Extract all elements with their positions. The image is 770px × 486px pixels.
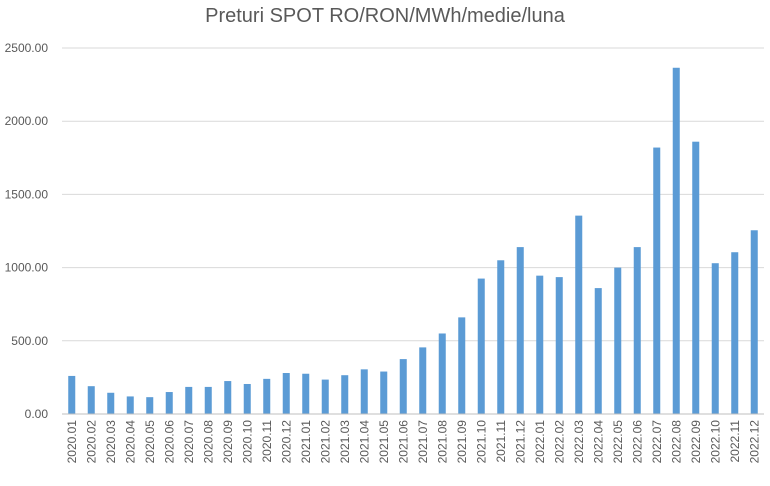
x-tick-label: 2020.09	[221, 420, 235, 464]
y-tick-label: 1000.00	[5, 261, 49, 275]
bar	[731, 252, 739, 414]
bar	[555, 277, 563, 414]
bar	[614, 267, 622, 414]
x-tick-label: 2022.06	[630, 420, 644, 464]
bar	[750, 230, 758, 414]
x-tick-label: 2021.07	[416, 420, 430, 464]
x-tick-label: 2021.01	[299, 420, 313, 464]
x-tick-label: 2022.01	[533, 420, 547, 464]
y-tick-label: 1500.00	[5, 187, 49, 201]
bar	[243, 383, 251, 414]
bar	[419, 347, 427, 414]
x-tick-label: 2022.05	[611, 420, 625, 464]
bar	[575, 215, 583, 414]
x-tick-label: 2022.12	[747, 420, 761, 464]
bar	[380, 371, 388, 414]
x-tick-label: 2022.10	[708, 420, 722, 464]
bars	[68, 67, 758, 415]
x-tick-label: 2020.12	[279, 420, 293, 464]
x-tick-label: 2021.03	[338, 420, 352, 464]
x-tick-label: 2020.03	[104, 420, 118, 464]
x-tick-label: 2021.06	[396, 420, 410, 464]
bar	[126, 396, 134, 414]
x-tick-label: 2020.11	[260, 420, 274, 463]
bar	[224, 381, 232, 414]
bar	[87, 386, 95, 414]
x-tick-label: 2020.01	[65, 420, 79, 464]
y-tick-label: 500.00	[11, 334, 48, 348]
x-tick-label: 2020.05	[143, 420, 157, 464]
y-tick-label: 0.00	[25, 407, 49, 421]
x-tick-label: 2020.04	[123, 420, 137, 464]
x-tick-label: 2021.05	[377, 420, 391, 464]
bar	[165, 392, 173, 414]
bar	[711, 263, 719, 414]
y-tick-label: 2000.00	[5, 114, 49, 128]
bar	[146, 397, 154, 414]
x-tick-label: 2020.02	[84, 420, 98, 464]
x-tick-label: 2022.09	[689, 420, 703, 464]
x-tick-label: 2021.09	[455, 420, 469, 464]
x-axis-ticks: 2020.01 2020.02 2020.03 2020.04 2020.05 2020.…	[65, 420, 762, 464]
x-tick-label: 2021.10	[474, 420, 488, 464]
x-tick-label: 2022.03	[572, 420, 586, 464]
bar	[653, 147, 661, 414]
bar	[672, 67, 680, 414]
bar	[263, 378, 271, 414]
x-tick-label: 2022.04	[591, 420, 605, 464]
bar	[399, 359, 407, 414]
chart-title: Preturi SPOT RO/RON/MWh/medie/luna	[205, 5, 566, 27]
bar	[360, 369, 368, 414]
bar	[536, 275, 544, 414]
bar	[516, 247, 524, 414]
bar	[594, 288, 602, 414]
x-tick-label: 2022.02	[552, 420, 566, 464]
bar	[438, 333, 446, 414]
x-tick-label: 2020.06	[162, 420, 176, 464]
bar	[68, 375, 76, 414]
bar	[497, 260, 505, 414]
gridlines	[62, 47, 764, 342]
x-tick-label: 2021.11	[494, 420, 508, 463]
bar	[185, 386, 193, 414]
bar	[282, 373, 290, 414]
x-tick-label: 2022.11	[728, 420, 742, 463]
y-tick-label: 2500.00	[5, 41, 49, 55]
x-tick-label: 2021.04	[357, 420, 371, 464]
bar	[204, 386, 212, 414]
x-tick-label: 2022.08	[669, 420, 683, 464]
bar	[458, 317, 466, 414]
x-tick-label: 2020.10	[240, 420, 254, 464]
y-axis-ticks: 0.00 500.00 1000.00 1500.00 2000.00 2500.00	[5, 41, 49, 421]
bar	[633, 247, 641, 414]
bar	[321, 379, 329, 414]
bar	[692, 141, 700, 415]
x-tick-label: 2020.07	[182, 420, 196, 464]
bar	[302, 373, 310, 414]
x-tick-label: 2022.07	[650, 420, 664, 464]
bar	[477, 278, 485, 414]
x-tick-label: 2020.08	[201, 420, 215, 464]
bar	[341, 375, 349, 414]
bar	[107, 392, 115, 414]
x-tick-label: 2021.02	[318, 420, 332, 464]
x-tick-label: 2021.08	[435, 420, 449, 464]
x-tick-label: 2021.12	[513, 420, 527, 464]
